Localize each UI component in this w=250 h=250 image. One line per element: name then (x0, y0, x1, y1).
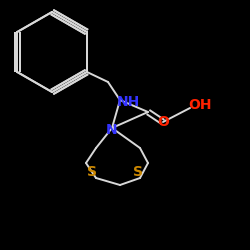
Text: NH: NH (116, 95, 140, 109)
Text: S: S (87, 165, 97, 179)
Text: OH: OH (188, 98, 212, 112)
Text: S: S (133, 165, 143, 179)
Text: O: O (157, 115, 169, 129)
Text: N: N (106, 123, 118, 137)
